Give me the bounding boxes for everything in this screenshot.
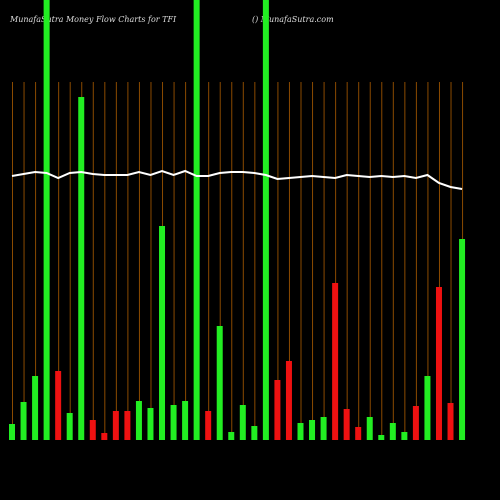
bar <box>389 423 396 440</box>
bar <box>239 405 246 440</box>
bar <box>274 380 281 440</box>
bar <box>193 0 200 440</box>
bar <box>20 402 27 440</box>
chart-subtitle: () MunafaSutra.com <box>252 15 334 24</box>
bar <box>309 420 316 440</box>
bar <box>135 401 142 440</box>
bar <box>78 97 85 440</box>
bar <box>205 411 212 440</box>
bar <box>251 426 258 440</box>
money-flow-line <box>11 169 463 190</box>
bar <box>378 435 385 440</box>
bar <box>343 409 350 440</box>
bar <box>297 423 304 440</box>
bar <box>159 226 166 440</box>
bar <box>447 403 454 440</box>
bar <box>170 405 177 440</box>
bar <box>355 427 362 440</box>
bar <box>332 283 339 440</box>
bar <box>112 411 119 440</box>
bar <box>147 408 154 440</box>
bar <box>216 326 223 440</box>
chart-title: MunafaSutra Money Flow Charts for TFI <box>9 15 177 24</box>
bar <box>182 401 189 440</box>
bar <box>435 287 442 440</box>
bar <box>366 417 373 440</box>
bar <box>9 424 15 440</box>
bar <box>401 432 408 440</box>
bar <box>101 433 108 440</box>
bar <box>228 432 235 440</box>
bar <box>32 376 39 440</box>
bar <box>124 411 131 440</box>
bar <box>459 239 466 440</box>
bar <box>424 376 431 440</box>
bar <box>262 0 269 440</box>
bar <box>89 420 96 440</box>
bar <box>285 361 292 440</box>
bar <box>412 406 419 440</box>
bar <box>43 0 50 440</box>
bar <box>66 413 73 440</box>
bar <box>320 417 327 440</box>
bar <box>55 371 62 440</box>
